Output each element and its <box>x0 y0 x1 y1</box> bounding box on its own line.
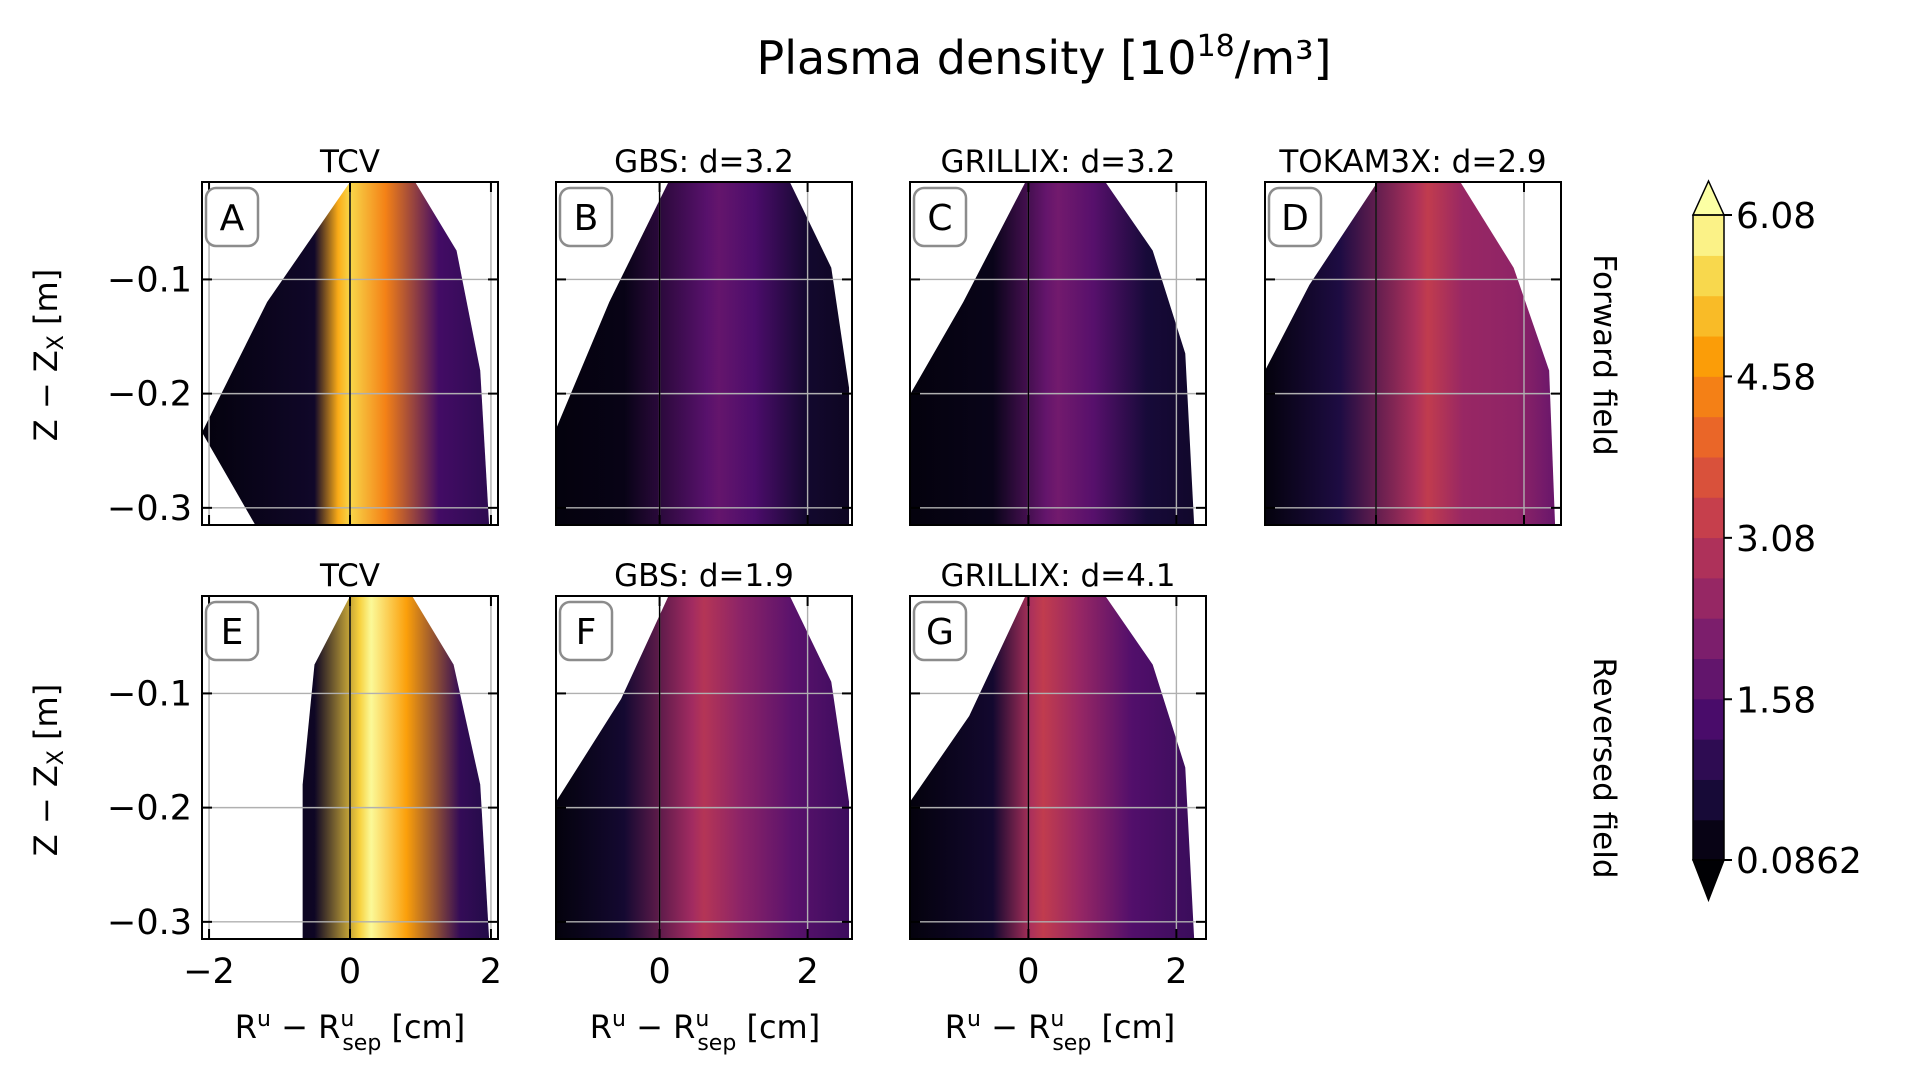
panel-badge <box>1267 186 1323 248</box>
ytick-label: −0.2 <box>107 789 192 829</box>
panel-title: GBS: d=1.9 <box>614 558 794 594</box>
panel-g: 0 2 GRILLIX: d=4.1 G <box>909 558 1207 992</box>
ylabel-top: Z − ZX [m] <box>27 269 69 441</box>
xtick-label: 2 <box>1165 952 1187 992</box>
panel-d: TOKAM3X: d=2.9 D <box>1264 144 1562 526</box>
colorbar-level <box>1693 255 1724 297</box>
panels: −0.1 −0.2 −0.3 TCV A GBS: d=3.2 B GRILLIX: d=3.… <box>107 144 1562 992</box>
panel-badge <box>558 186 614 248</box>
colorbar-level <box>1693 739 1724 780</box>
panel-a: −0.1 −0.2 −0.3 TCV A <box>107 144 499 529</box>
panel-c: GRILLIX: d=3.2 C <box>909 144 1207 526</box>
colorbar-level <box>1693 577 1724 619</box>
colorbar-tick-label: 3.08 <box>1736 519 1816 560</box>
panel-e: −0.1 −0.2 −0.3 −2 0 2 TCV E <box>107 558 502 992</box>
ytick-label: −0.2 <box>107 375 192 415</box>
colorbar-level <box>1693 416 1724 458</box>
panel-letter: A <box>220 198 245 239</box>
panel-letter: F <box>576 612 597 653</box>
ytick-label: −0.3 <box>107 489 192 529</box>
axes-frame <box>555 181 853 526</box>
colorbar-level <box>1693 779 1724 821</box>
xlabel-a: Ru − Ru sep [cm] <box>235 1007 465 1056</box>
xlabel-b: Ru − Ru sep [cm] <box>590 1007 820 1056</box>
colorbar-extend-min <box>1691 859 1726 903</box>
panel-letter: E <box>221 612 244 653</box>
ylabel-bottom: Z − ZX [m] <box>27 684 69 856</box>
colorbar-level <box>1693 215 1724 256</box>
colorbar-tick-label: 4.58 <box>1736 357 1816 398</box>
xtick-label: 0 <box>339 952 361 992</box>
axes-frame <box>1264 181 1562 526</box>
panel-badge <box>558 600 614 662</box>
axes-frame <box>909 595 1207 940</box>
colorbar-level <box>1693 698 1724 740</box>
colorbar-level <box>1693 376 1724 418</box>
colorbar-level <box>1693 497 1724 539</box>
xtick-label: 0 <box>648 952 670 992</box>
colorbar-tick-label: 1.58 <box>1736 680 1816 721</box>
panel-letter: D <box>1281 198 1309 239</box>
xtick-label: 0 <box>1017 952 1039 992</box>
colorbar-level <box>1693 456 1724 498</box>
panel-badge <box>912 186 968 248</box>
row-label-forward: Forward field <box>1586 254 1622 455</box>
colorbar-tick-label: 0.0862 <box>1736 841 1862 882</box>
panel-f: 0 2 GBS: d=1.9 F <box>555 558 853 992</box>
panel-badge <box>204 186 260 248</box>
panel-letter: C <box>927 198 952 239</box>
ytick-label: −0.1 <box>107 674 192 714</box>
panel-letter: B <box>574 198 599 239</box>
panel-title: TCV <box>319 558 380 594</box>
panel-b: GBS: d=3.2 B <box>555 144 853 526</box>
panel-letter: G <box>926 612 954 653</box>
ytick-label: −0.3 <box>107 903 192 943</box>
panel-badge <box>912 600 968 662</box>
colorbar-level <box>1693 658 1724 700</box>
xlabel-c: Ru − Ru sep [cm] <box>945 1007 1175 1056</box>
axes-frame <box>909 181 1207 526</box>
panel-title: GRILLIX: d=4.1 <box>941 558 1176 594</box>
colorbar-level <box>1693 335 1724 377</box>
row-label-reversed: Reversed field <box>1586 657 1622 878</box>
xtick-label: −2 <box>183 952 235 992</box>
xtick-label: 2 <box>480 952 502 992</box>
colorbar-level <box>1693 295 1724 337</box>
colorbar-tick-label: 6.08 <box>1736 196 1816 237</box>
colorbar-level <box>1693 618 1724 660</box>
figure-title: Plasma density [1018/m³] <box>757 29 1332 85</box>
panel-title: GBS: d=3.2 <box>614 144 794 180</box>
panel-title: TOKAM3X: d=2.9 <box>1278 144 1546 180</box>
panel-badge <box>204 600 260 662</box>
axes-frame <box>555 595 853 940</box>
colorbar-level <box>1693 819 1724 861</box>
ytick-label: −0.1 <box>107 260 192 300</box>
panel-title: GRILLIX: d=3.2 <box>941 144 1176 180</box>
xtick-label: 2 <box>796 952 818 992</box>
colorbar-extend-max <box>1691 179 1726 216</box>
colorbar: 6.08 4.58 3.08 1.58 0.0862 <box>1691 179 1862 903</box>
panel-title: TCV <box>319 144 380 180</box>
colorbar-level <box>1693 537 1724 579</box>
